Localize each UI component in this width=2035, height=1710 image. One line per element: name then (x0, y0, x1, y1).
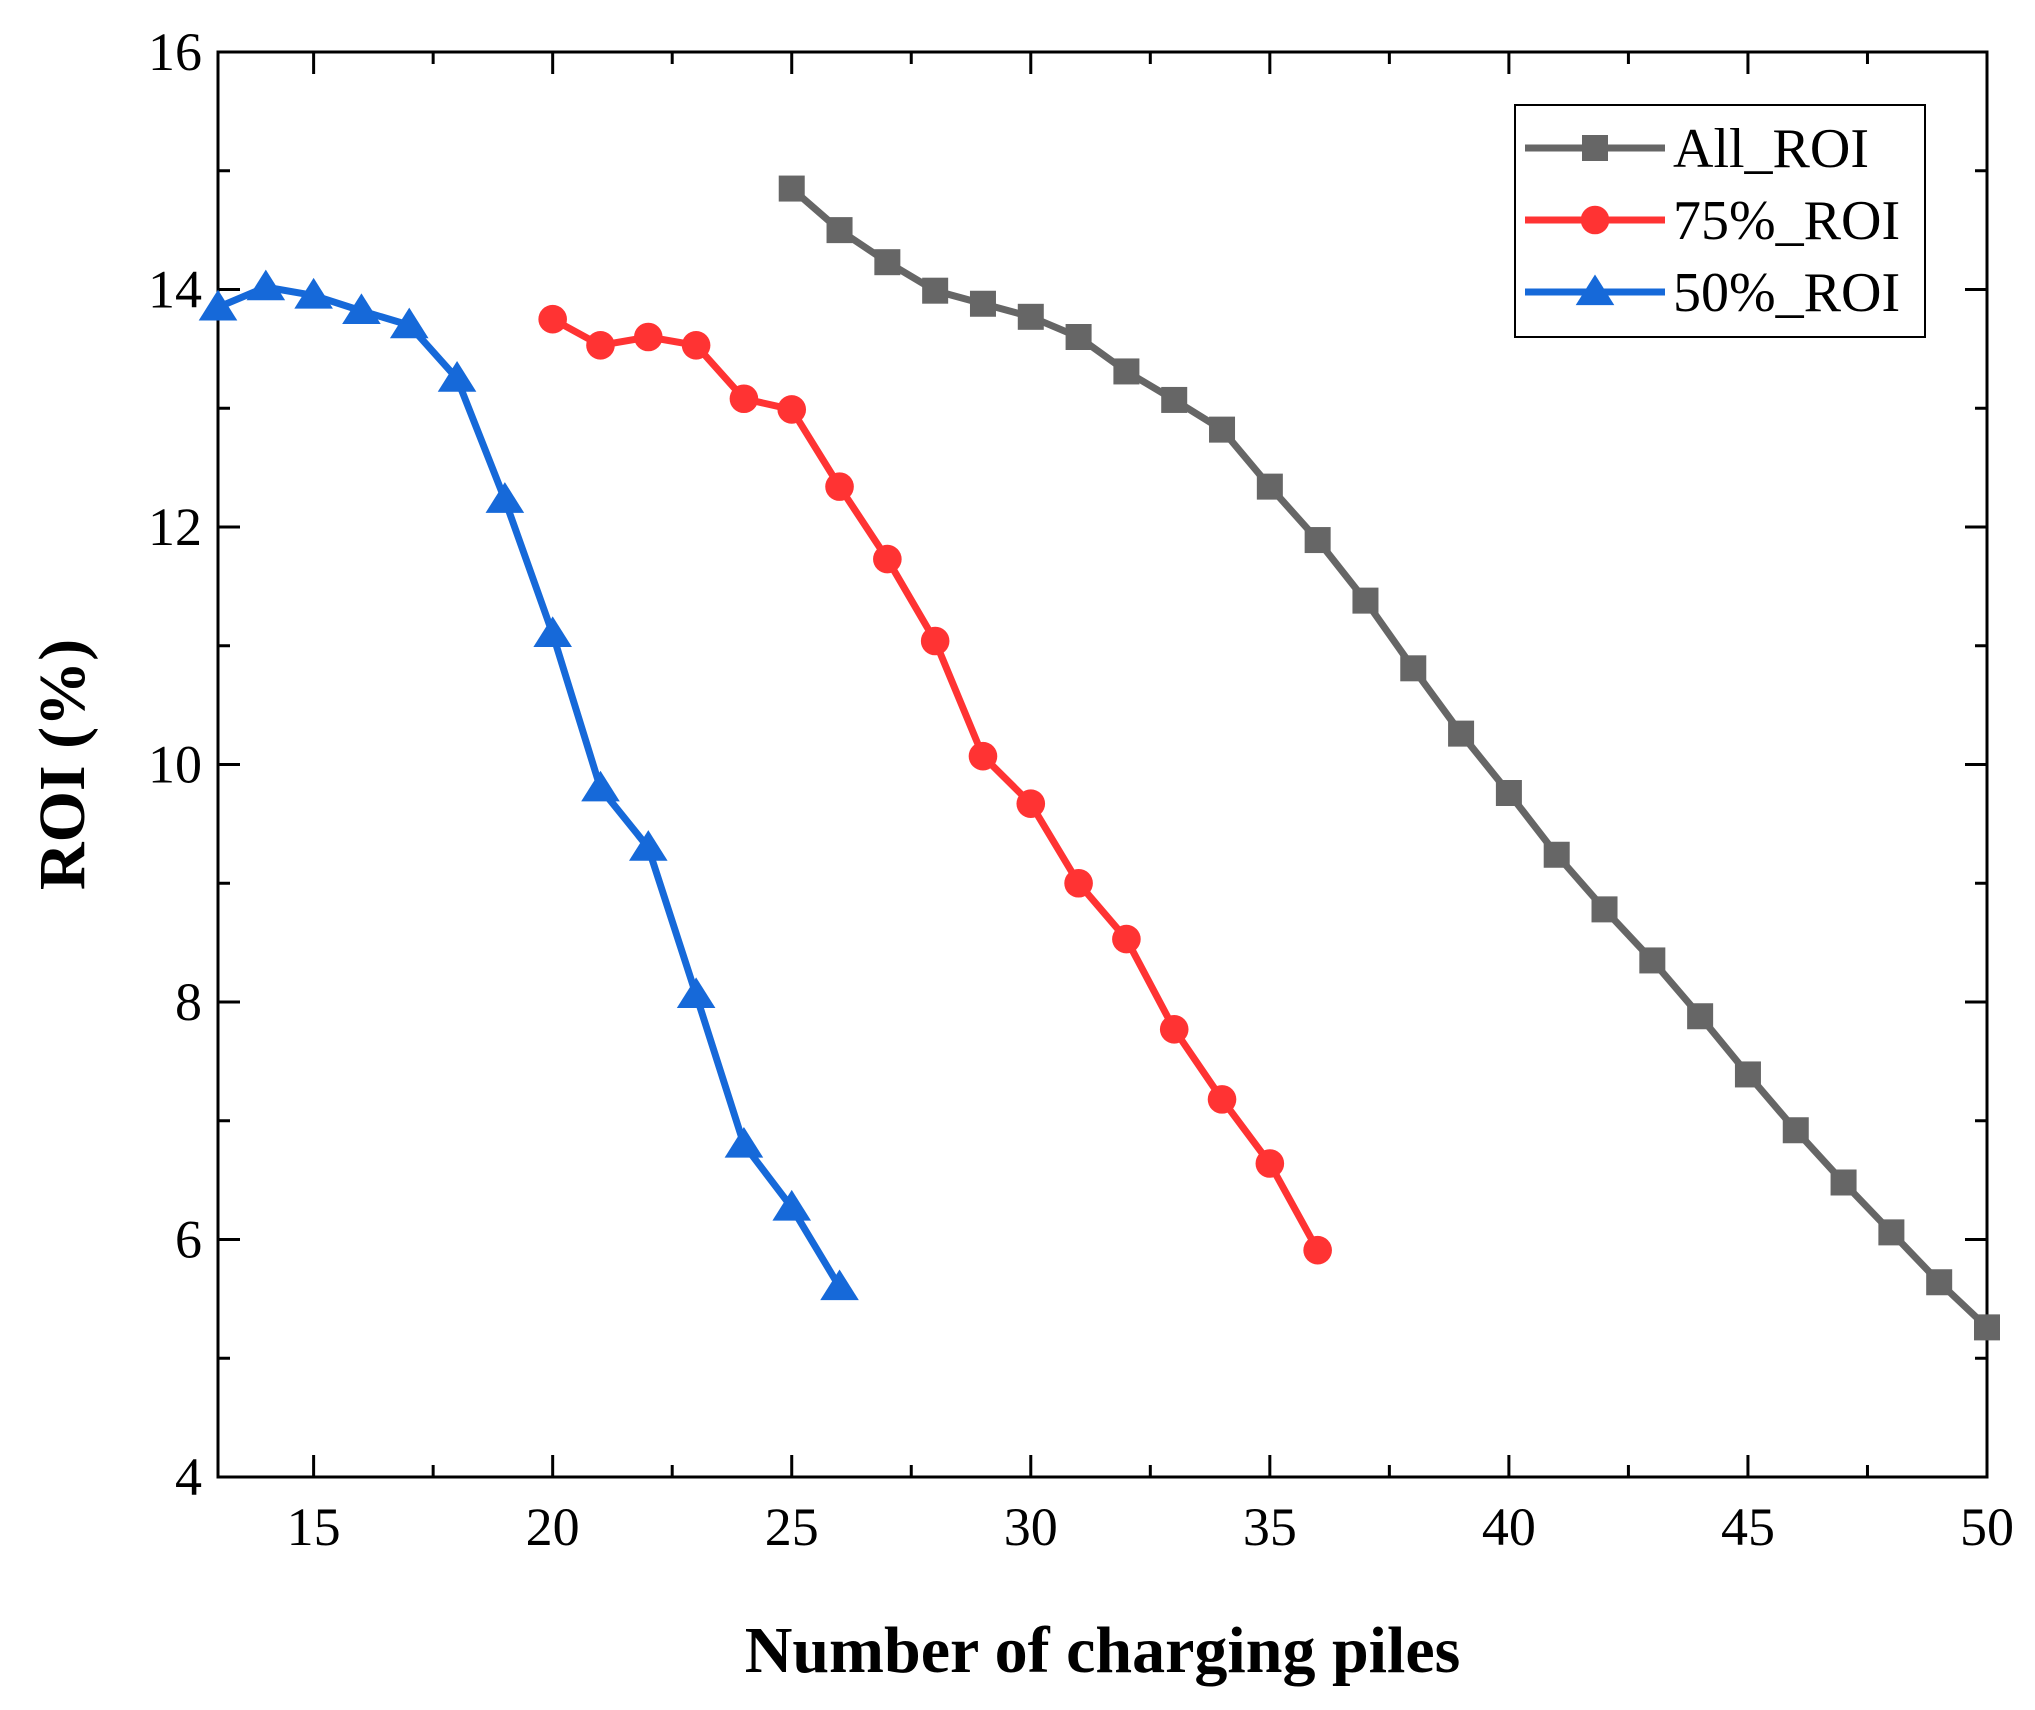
data-point-circle (1580, 205, 1610, 235)
data-point-triangle (628, 830, 668, 861)
series-layer (198, 175, 2000, 1341)
data-point-triangle (1575, 274, 1615, 306)
data-point-circle (586, 331, 615, 360)
legend-label: 50%_ROI (1673, 262, 1900, 324)
legend-entry: All_ROI (1525, 118, 1869, 180)
y-axis-title: ROI (%) (26, 639, 99, 890)
data-point-square (1113, 358, 1140, 385)
y-tick-label: 12 (148, 497, 202, 557)
data-point-square (1878, 1219, 1905, 1246)
data-point-square (1304, 527, 1331, 554)
x-tick-label: 20 (526, 1497, 580, 1557)
data-point-square (1495, 780, 1522, 806)
data-point-square (1639, 947, 1666, 974)
y-tick-label: 16 (148, 22, 202, 82)
data-point-square (1974, 1314, 2000, 1341)
series-50-roi (198, 269, 859, 1301)
data-point-circle (538, 304, 567, 334)
legend: All_ROI 75%_ROI 50%_ROI (1514, 104, 1926, 338)
data-point-circle (873, 544, 902, 574)
data-point-triangle (246, 269, 286, 301)
data-point-circle (1159, 1015, 1189, 1044)
data-point-circle (1112, 924, 1141, 954)
y-tick-label: 6 (175, 1210, 202, 1270)
data-point-square (1400, 655, 1427, 682)
x-tick-label: 25 (765, 1497, 819, 1557)
data-point-circle (681, 331, 711, 360)
data-point-triangle (581, 770, 620, 802)
series-all-roi (778, 175, 2000, 1341)
data-point-circle (1016, 789, 1046, 818)
series-75-roi (538, 304, 1332, 1265)
data-point-square (1782, 1117, 1809, 1144)
data-point-circle (1207, 1085, 1237, 1114)
legend-entry: 75%_ROI (1525, 190, 1900, 252)
data-point-square (826, 217, 853, 244)
y-tick-label: 10 (148, 735, 202, 795)
legend-entry: 50%_ROI (1525, 262, 1900, 324)
data-point-circle (1303, 1235, 1332, 1265)
data-point-square (1591, 896, 1618, 923)
data-point-square (1926, 1269, 1953, 1296)
data-point-circle (1064, 868, 1093, 898)
x-tick-label: 35 (1243, 1497, 1297, 1557)
data-point-circle (729, 384, 759, 414)
data-point-square (1256, 473, 1283, 500)
data-point-triangle (676, 977, 716, 1009)
x-axis-title: Number of charging piles (745, 1614, 1461, 1687)
data-point-square (922, 277, 949, 304)
data-point-square (1017, 303, 1044, 330)
data-point-triangle (342, 293, 381, 325)
x-tick-label: 30 (1004, 1497, 1058, 1557)
data-point-triangle (485, 482, 525, 513)
x-tick-label: 45 (1721, 1497, 1775, 1557)
data-point-square (1543, 841, 1570, 868)
data-point-square (1209, 416, 1236, 443)
data-point-triangle (437, 361, 477, 392)
legend-label: 75%_ROI (1673, 190, 1900, 252)
data-point-square (1352, 587, 1379, 614)
data-point-square (969, 290, 996, 317)
data-point-triangle (533, 616, 572, 648)
data-point-triangle (724, 1126, 764, 1158)
data-point-square (1065, 324, 1092, 350)
axes: 15 20 25 30 35 40 45 50 4 6 8 10 12 14 16 (148, 22, 2014, 1557)
data-point-triangle (294, 277, 333, 309)
data-point-square (1830, 1169, 1857, 1196)
data-point-square (1734, 1061, 1761, 1088)
data-point-square (778, 175, 805, 202)
x-tick-label: 15 (287, 1497, 341, 1557)
data-point-circle (968, 741, 998, 771)
data-point-circle (825, 472, 854, 501)
data-point-circle (777, 395, 807, 424)
data-point-square (874, 249, 901, 276)
data-point-triangle (820, 1269, 859, 1301)
data-point-triangle (198, 289, 238, 321)
data-point-triangle (389, 307, 429, 339)
data-point-square (1687, 1003, 1714, 1030)
data-point-square (1582, 135, 1608, 161)
y-tick-label: 8 (175, 972, 202, 1032)
data-point-circle (1255, 1149, 1285, 1178)
y-tick-label: 14 (148, 260, 202, 320)
data-point-circle (920, 626, 950, 656)
x-tick-label: 40 (1482, 1497, 1536, 1557)
legend-label: All_ROI (1673, 118, 1869, 180)
data-point-square (1161, 386, 1188, 413)
data-point-square (1448, 720, 1475, 747)
y-tick-label: 4 (175, 1447, 202, 1507)
x-tick-label: 50 (1960, 1497, 2014, 1557)
data-point-circle (633, 322, 663, 352)
data-point-triangle (772, 1189, 812, 1221)
